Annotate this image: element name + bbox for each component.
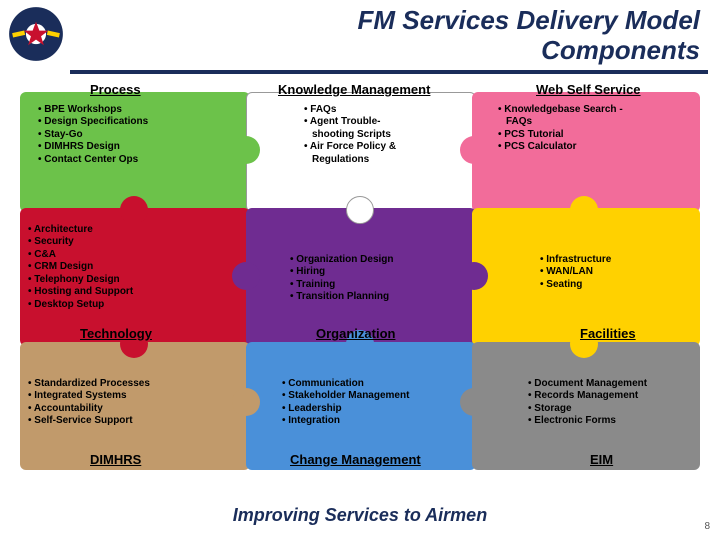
slide-title-2: Components [64,36,700,66]
tab-12 [460,388,488,416]
bullets-knowledge: FAQs Agent Trouble- shooting Scripts Air… [304,104,396,167]
tab-1 [232,136,260,164]
tab-6 [232,262,260,290]
title-process: Process [90,82,141,97]
title-rule [70,70,708,74]
bullets-change: Communication Stakeholder Management Lea… [282,378,409,428]
bullets-web: Knowledgebase Search - FAQs PCS Tutorial… [498,104,623,154]
slide-number: 8 [704,521,710,532]
header: FM Services Delivery Model Components [0,0,720,66]
puzzle-area: Process Knowledge Management Web Self Se… [20,82,700,482]
bullets-organization: Organization Design Hiring Training Tran… [290,254,394,304]
title-web: Web Self Service [536,82,641,97]
title-eim: EIM [590,452,613,467]
tab-5 [570,196,598,224]
bullets-process: BPE Workshops Design Specifications Stay… [38,104,148,167]
title-facilities: Facilities [580,326,636,341]
slide-title-1: FM Services Delivery Model [64,6,700,36]
bullets-eim: Document Management Records Management S… [528,378,647,428]
tab-7 [460,262,488,290]
tab-4 [346,196,374,224]
tab-3 [120,196,148,224]
title-change: Change Management [290,452,421,467]
bullets-dimhrs: Standardized Processes Integrated System… [28,378,150,428]
title-knowledge: Knowledge Management [278,82,430,97]
title-dimhrs: DIMHRS [90,452,141,467]
tab-2 [460,136,488,164]
bullets-technology: Architecture Security C&A CRM Design Tel… [28,224,133,312]
footer-text: Improving Services to Airmen [0,505,720,526]
tab-11 [232,388,260,416]
title-organization: Organization [316,326,395,341]
air-force-logo-icon [8,6,64,62]
title-technology: Technology [80,326,152,341]
title-block: FM Services Delivery Model Components [64,6,708,66]
bullets-facilities: Infrastructure WAN/LAN Seating [540,254,611,292]
